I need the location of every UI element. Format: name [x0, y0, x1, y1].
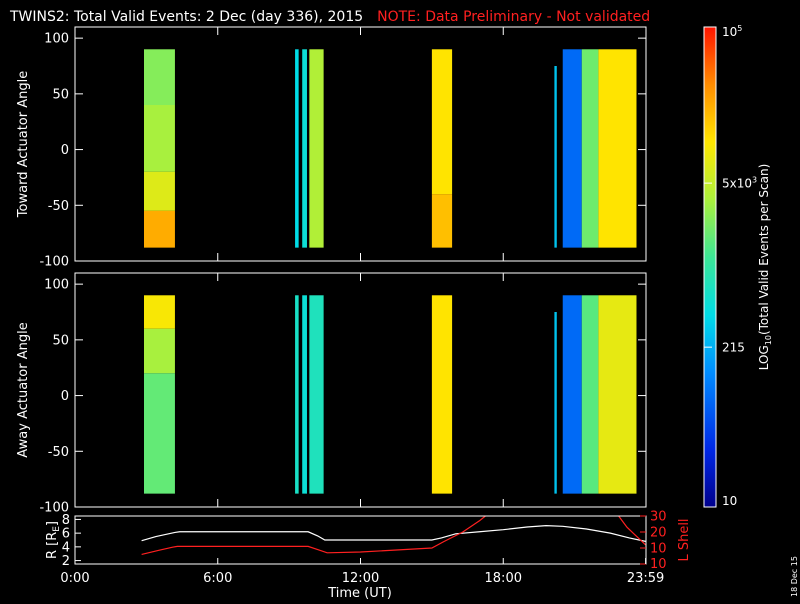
- colorbar-tick-label-0: 105: [722, 24, 742, 39]
- away-ytick-label-0: 100: [44, 278, 69, 293]
- toward-ytick-label-4: -100: [39, 255, 69, 270]
- colorbar-gradient: [704, 27, 716, 507]
- away-ytick-label-4: -100: [39, 501, 69, 516]
- time-tick-label-4: 23:59: [627, 571, 664, 586]
- away-band-0-segment-1: [144, 328, 175, 374]
- toward-band-8-segment-0: [598, 49, 637, 248]
- note-text: NOTE: Data Preliminary - Not validated: [377, 9, 650, 25]
- colorbar-tick-label-1: 5x103: [722, 176, 757, 191]
- toward-band-3-segment-0: [309, 49, 324, 248]
- toward-heatmap: [144, 49, 637, 248]
- away-band-8-segment-0: [598, 295, 637, 494]
- toward-angle-panel: 100 50 0 -50 -100 Toward Actuator Angle: [16, 26, 647, 270]
- toward-ytick-label-2: 0: [61, 143, 69, 158]
- away-band-2-segment-0: [302, 295, 307, 494]
- away-y-ticks: 100 50 0 -50 -100: [39, 278, 646, 516]
- toward-band-0-segment-1: [144, 105, 175, 172]
- toward-band-1-segment-0: [295, 49, 299, 248]
- away-band-5-segment-0: [554, 312, 557, 494]
- lshell-tick-label-base: 10: [650, 557, 667, 572]
- r-tick-label-1: 4: [62, 540, 70, 555]
- r-tick-label-2: 6: [62, 527, 70, 542]
- time-tick-label-2: 12:00: [342, 571, 379, 586]
- orbit-series-1: [141, 516, 486, 555]
- colorbar-tick-label-3: 10: [722, 494, 737, 508]
- plot-title: TWINS2: Total Valid Events: 2 Dec (day 3…: [9, 9, 650, 25]
- x-axis-label: Time (UT): [327, 586, 392, 600]
- r-tick-label-3: 8: [62, 513, 70, 528]
- timestamp-label: 18 Dec 15: [790, 556, 799, 597]
- toward-ytick-label-3: -50: [48, 199, 69, 214]
- away-ytick-label-3: -50: [48, 445, 69, 460]
- away-y-axis-label: Away Actuator Angle: [16, 322, 31, 457]
- colorbar-ticks: 105 5x103 215 10: [704, 24, 757, 508]
- toward-y-ticks: 100 50 0 -50 -100: [39, 32, 646, 270]
- r-axis-label: R [RE]: [45, 521, 62, 559]
- toward-ytick-label-1: 50: [52, 87, 69, 102]
- away-x-ticks: [74, 273, 647, 507]
- colorbar-label: LOG10(Total Valid Events per Scan): [757, 164, 773, 371]
- orbit-lines: [141, 516, 646, 555]
- away-ytick-label-1: 50: [52, 333, 69, 348]
- away-band-4-segment-0: [431, 295, 453, 494]
- colorbar: 105 5x103 215 10 LOG10(Total Valid Events p…: [703, 24, 773, 508]
- away-band-1-segment-0: [295, 295, 299, 494]
- lshell-axis-label: L Shell: [677, 518, 692, 561]
- toward-y-axis-label: Toward Actuator Angle: [16, 71, 31, 218]
- r-tick-label-0: 2: [62, 554, 70, 569]
- away-band-3-segment-0: [309, 295, 324, 494]
- time-tick-label-1: 6:00: [203, 571, 232, 586]
- lshell-tick-label-2: 30: [650, 510, 667, 525]
- toward-band-4-segment-1: [431, 194, 453, 248]
- away-heatmap: [144, 295, 637, 494]
- away-ytick-label-2: 0: [61, 389, 69, 404]
- lshell-tick-label-0: 10: [650, 542, 667, 557]
- away-band-7-segment-0: [581, 295, 599, 494]
- colorbar-tick-label-2: 215: [722, 341, 745, 355]
- orbit-series-0: [141, 524, 646, 542]
- toward-band-0-segment-0: [144, 49, 175, 105]
- orbit-x-ticks: 0:00 6:00 12:00 18:00 23:59: [60, 558, 664, 586]
- lshell-tick-label-1: 20: [650, 526, 667, 541]
- toward-band-4-segment-0: [431, 49, 453, 195]
- toward-band-0-segment-2: [144, 171, 175, 211]
- orbit-series-2: [618, 516, 646, 546]
- toward-x-ticks: [74, 27, 647, 261]
- title-text: TWINS2: Total Valid Events: 2 Dec (day 3…: [9, 9, 363, 25]
- toward-band-6-segment-0: [562, 49, 582, 248]
- toward-band-2-segment-0: [302, 49, 307, 248]
- time-tick-label-3: 18:00: [485, 571, 522, 586]
- away-angle-panel: 100 50 0 -50 -100 Away Actuator Angle: [16, 272, 647, 516]
- toward-ytick-label-0: 100: [44, 32, 69, 47]
- toward-band-5-segment-0: [554, 66, 557, 248]
- away-band-6-segment-0: [562, 295, 582, 494]
- time-tick-label-0: 0:00: [60, 571, 89, 586]
- away-band-0-segment-2: [144, 373, 175, 494]
- toward-band-7-segment-0: [581, 49, 599, 248]
- away-band-0-segment-0: [144, 295, 175, 329]
- toward-band-0-segment-3: [144, 210, 175, 248]
